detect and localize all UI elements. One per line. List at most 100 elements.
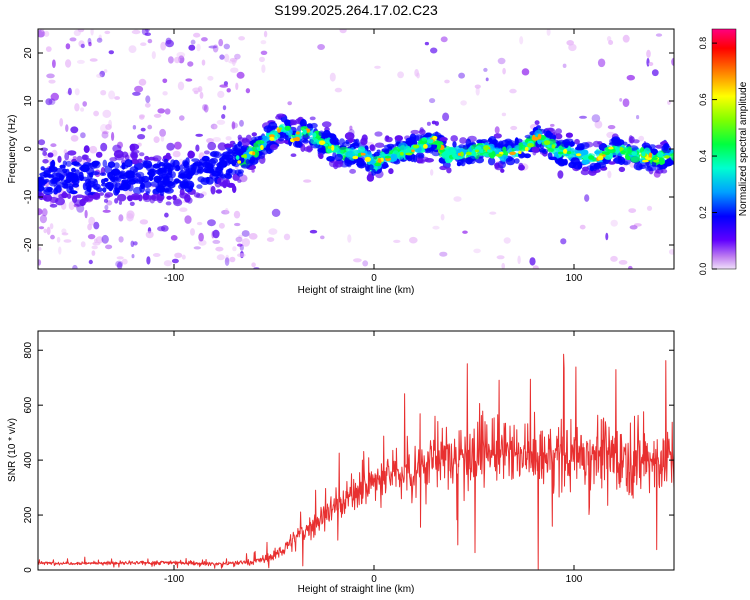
- snr-ytick-label: 0: [23, 567, 34, 573]
- spectrogram-cell: [452, 141, 457, 148]
- spectrogram-peak: [352, 155, 359, 160]
- spectrogram-cell: [38, 226, 45, 230]
- spectrogram-cell: [126, 195, 133, 201]
- spectrogram-cell: [237, 243, 243, 247]
- spectrogram-cell: [425, 132, 432, 138]
- spectrogram-cell: [166, 195, 173, 200]
- spectrogram-cell: [152, 155, 162, 162]
- spectrogram-cell: [300, 138, 308, 143]
- spectrogram-cell: [542, 148, 548, 155]
- spectrogram-peak: [664, 155, 670, 159]
- spectrogram-cell: [203, 104, 209, 113]
- spectrogram-peak: [269, 136, 275, 141]
- spectrogram-peak: [252, 151, 256, 156]
- spectrogram-cell: [67, 171, 75, 178]
- spectrogram-cell: [91, 245, 98, 250]
- spectrogram-cell: [506, 145, 513, 154]
- spectrogram-cell: [352, 142, 359, 146]
- spectrogram-cell: [255, 140, 265, 145]
- spectrogram-cell: [174, 178, 180, 184]
- spectrogram-cell: [82, 101, 87, 107]
- spectrogram-cell: [171, 258, 179, 264]
- spectrogram-cell: [229, 256, 236, 263]
- spectrogram-peak: [642, 159, 649, 163]
- spectrogram-cell: [534, 120, 540, 125]
- spectrogram-cell: [431, 120, 437, 125]
- spectrogram-cell: [373, 151, 380, 157]
- spectrogram-cell: [196, 221, 203, 226]
- spectrogram-cell: [43, 173, 53, 178]
- spectrogram-cell: [105, 124, 112, 130]
- spectrogram-cell: [43, 189, 54, 195]
- spectrogram-cell: [310, 122, 318, 129]
- spectrogram-peak: [615, 149, 620, 154]
- spectrogram-cell: [450, 135, 459, 142]
- spectrogram-cell: [201, 37, 208, 42]
- spectrogram-cell: [381, 164, 389, 169]
- snr-xtick-label: -100: [164, 574, 184, 585]
- spectrogram-peak: [566, 151, 572, 155]
- spectrogram-cell: [117, 261, 123, 269]
- spectrogram-cell: [174, 56, 181, 64]
- spectrogram-cell: [61, 192, 69, 199]
- spectrogram-cell: [207, 75, 214, 81]
- spectrogram-cell: [318, 153, 324, 160]
- spectrogram-cell: [646, 57, 650, 67]
- spectrogram-cell: [129, 143, 136, 152]
- spectrogram-peak: [423, 144, 428, 149]
- spectrogram-peak: [518, 150, 522, 155]
- spectrogram-cell: [269, 144, 278, 151]
- spectrogram-peak: [269, 134, 275, 138]
- spectrogram-cell: [215, 246, 224, 252]
- spectrogram-cell: [417, 154, 424, 159]
- spectrogram-cell: [240, 164, 251, 169]
- spectrogram-cell: [406, 155, 413, 162]
- spectrogram-peak: [312, 132, 317, 138]
- spectrogram-cell: [356, 162, 365, 167]
- spectrogram-cell: [582, 149, 589, 156]
- spectrogram-cell: [47, 152, 54, 158]
- spectrogram-cell: [648, 62, 654, 66]
- spectrogram-cell: [232, 58, 236, 66]
- spectrogram-cell: [63, 239, 72, 243]
- spectrogram-cell: [55, 185, 62, 193]
- spectrogram-peak: [465, 151, 472, 156]
- spectrogram-cell: [170, 235, 178, 241]
- spectrogram-cell: [547, 148, 554, 153]
- spectrogram-peak: [547, 144, 551, 148]
- spectrogram-cell: [374, 65, 381, 69]
- spectrogram-cell: [103, 198, 109, 203]
- spectrogram-cell: [245, 88, 251, 94]
- spectrogram-cell: [597, 58, 606, 68]
- spectrogram-cell: [309, 116, 316, 121]
- spectrogram-cell: [459, 137, 467, 144]
- spectrogram-cell: [163, 188, 170, 193]
- spectrogram-cell: [114, 176, 120, 182]
- spectrogram-cell: [216, 119, 226, 125]
- colorbar-tick-label: 0.6: [698, 93, 708, 106]
- snr-ytick-label: 800: [23, 341, 34, 358]
- spectrogram-cell: [381, 148, 390, 153]
- spectrogram-peak: [357, 152, 362, 158]
- spectrogram-cell: [263, 30, 268, 38]
- spectrogram-cell: [111, 168, 121, 176]
- spectrogram-cell: [75, 194, 84, 199]
- spectrogram-cell: [272, 133, 281, 139]
- spectrogram-cell: [39, 214, 48, 224]
- spectrogram-cell: [88, 259, 93, 265]
- spectrogram-cell: [198, 232, 204, 242]
- spectrogram-cell: [225, 254, 230, 263]
- spectrogram-peak: [597, 155, 604, 161]
- spectrogram-cell: [152, 253, 161, 257]
- spectrogram-cell: [338, 138, 346, 146]
- spectrogram-cell: [49, 223, 54, 230]
- spectrogram-cell: [104, 30, 111, 35]
- spectrogram-cell: [88, 41, 92, 47]
- spectrogram-cell: [137, 158, 143, 164]
- spectrogram-cell: [163, 158, 169, 164]
- spectrogram-cell: [253, 149, 260, 158]
- spectrogram-cell: [618, 166, 626, 173]
- spectrogram-cell: [235, 82, 239, 91]
- spectrogram-cell: [205, 176, 210, 182]
- spectrogram-cell: [310, 137, 319, 145]
